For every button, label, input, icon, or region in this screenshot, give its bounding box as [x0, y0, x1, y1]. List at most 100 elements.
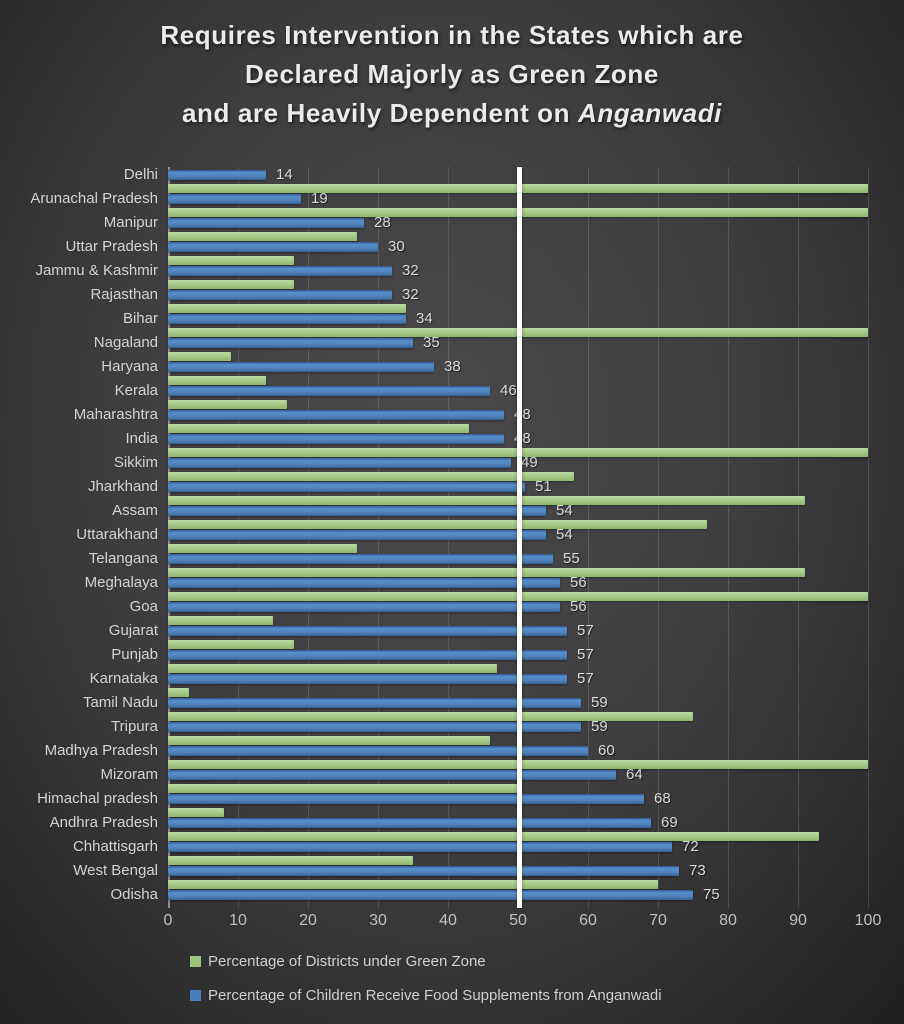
data-label: 32 [402, 286, 419, 303]
legend-swatch-icon [190, 990, 201, 1001]
legend-item: Percentage of Children Receive Food Supp… [190, 986, 662, 1005]
category-label: Kerala [114, 382, 158, 399]
reference-line-50 [517, 167, 522, 908]
x-tick-label: 0 [163, 912, 173, 929]
data-label: 34 [416, 310, 433, 327]
green-zone-bar [168, 496, 805, 505]
category-label: Madhya Pradesh [44, 742, 158, 759]
anganwadi-bar [168, 554, 553, 564]
data-label: 14 [276, 166, 293, 183]
x-tick-label: 40 [439, 912, 457, 929]
anganwadi-bar [168, 890, 693, 900]
category-label: Manipur [103, 214, 158, 231]
data-label: 57 [577, 646, 594, 663]
green-zone-bar [168, 376, 266, 385]
anganwadi-bar [168, 626, 567, 636]
x-tick-label: 50 [509, 912, 527, 929]
green-zone-bar [168, 424, 469, 433]
green-zone-bar [168, 616, 273, 625]
data-label: 38 [444, 358, 461, 375]
anganwadi-bar [168, 842, 672, 852]
data-label: 35 [423, 334, 440, 351]
green-zone-bar [168, 856, 413, 865]
anganwadi-bar [168, 482, 525, 492]
anganwadi-bar [168, 722, 581, 732]
data-label: 73 [689, 862, 706, 879]
data-label: 51 [535, 478, 552, 495]
category-label: Jammu & Kashmir [35, 262, 158, 279]
anganwadi-bar [168, 578, 560, 588]
category-label: Uttarakhand [76, 526, 158, 543]
anganwadi-bar [168, 650, 567, 660]
gridline-90 [798, 167, 799, 908]
category-label: Andhra Pradesh [49, 814, 158, 831]
category-label: Sikkim [113, 454, 158, 471]
category-label: Nagaland [93, 334, 158, 351]
data-label: 19 [311, 190, 328, 207]
x-tick-label: 90 [789, 912, 807, 929]
green-zone-bar [168, 880, 658, 889]
anganwadi-bar [168, 242, 378, 252]
gridline-60 [588, 167, 589, 908]
chart-title-anganwadi-italic: Anganwadi [577, 98, 723, 128]
green-zone-bar [168, 664, 497, 673]
chart-title-line-2: Declared Majorly as Green Zone [245, 59, 659, 89]
category-label: Odisha [110, 886, 158, 903]
anganwadi-bar [168, 818, 651, 828]
green-zone-bar [168, 280, 294, 289]
data-label: 57 [577, 622, 594, 639]
gridline-100 [868, 167, 869, 908]
anganwadi-bar [168, 698, 581, 708]
green-zone-bar [168, 808, 224, 817]
category-label: Arunachal Pradesh [30, 190, 158, 207]
green-zone-bar [168, 400, 287, 409]
anganwadi-bar [168, 410, 504, 420]
anganwadi-bar [168, 530, 546, 540]
category-label: Mizoram [100, 766, 158, 783]
category-label: Tripura [111, 718, 158, 735]
category-label: Delhi [123, 166, 158, 183]
data-label: 49 [521, 454, 538, 471]
green-zone-bar [168, 712, 693, 721]
data-label: 32 [402, 262, 419, 279]
x-tick-label: 70 [649, 912, 667, 929]
anganwadi-bar [168, 386, 490, 396]
green-zone-bar [168, 832, 819, 841]
gridline-70 [658, 167, 659, 908]
data-label: 68 [654, 790, 671, 807]
chart-title-line-1: Requires Intervention in the States whic… [160, 20, 744, 50]
green-zone-bar [168, 352, 231, 361]
category-label: Goa [129, 598, 158, 615]
data-label: 54 [556, 526, 573, 543]
category-label: Tamil Nadu [82, 694, 158, 711]
green-zone-bar [168, 688, 189, 697]
green-zone-bar [168, 256, 294, 265]
green-zone-bar [168, 736, 490, 745]
data-label: 30 [388, 238, 405, 255]
anganwadi-bar [168, 434, 504, 444]
category-label: Chhattisgarh [72, 838, 158, 855]
green-zone-bar [168, 304, 406, 313]
anganwadi-bar [168, 602, 560, 612]
x-tick-label: 10 [229, 912, 247, 929]
data-label: 75 [703, 886, 720, 903]
anganwadi-bar [168, 314, 406, 324]
x-tick-label: 80 [719, 912, 737, 929]
green-zone-bar [168, 544, 357, 553]
anganwadi-bar [168, 458, 511, 468]
legend-swatch-icon [190, 956, 201, 967]
category-label: Assam [112, 502, 158, 519]
anganwadi-bar [168, 674, 567, 684]
category-label: Gujarat [108, 622, 158, 639]
category-label: Jharkhand [87, 478, 158, 495]
anganwadi-bar [168, 194, 301, 204]
legend-label: Percentage of Districts under Green Zone [208, 953, 486, 970]
green-zone-bar [168, 568, 805, 577]
category-label: India [125, 430, 158, 447]
anganwadi-bar [168, 362, 434, 372]
green-zone-bar [168, 472, 574, 481]
chart-title: Requires Intervention in the States whic… [0, 16, 904, 133]
anganwadi-bar [168, 338, 413, 348]
category-label: Telangana [88, 550, 158, 567]
category-label: Haryana [101, 358, 158, 375]
